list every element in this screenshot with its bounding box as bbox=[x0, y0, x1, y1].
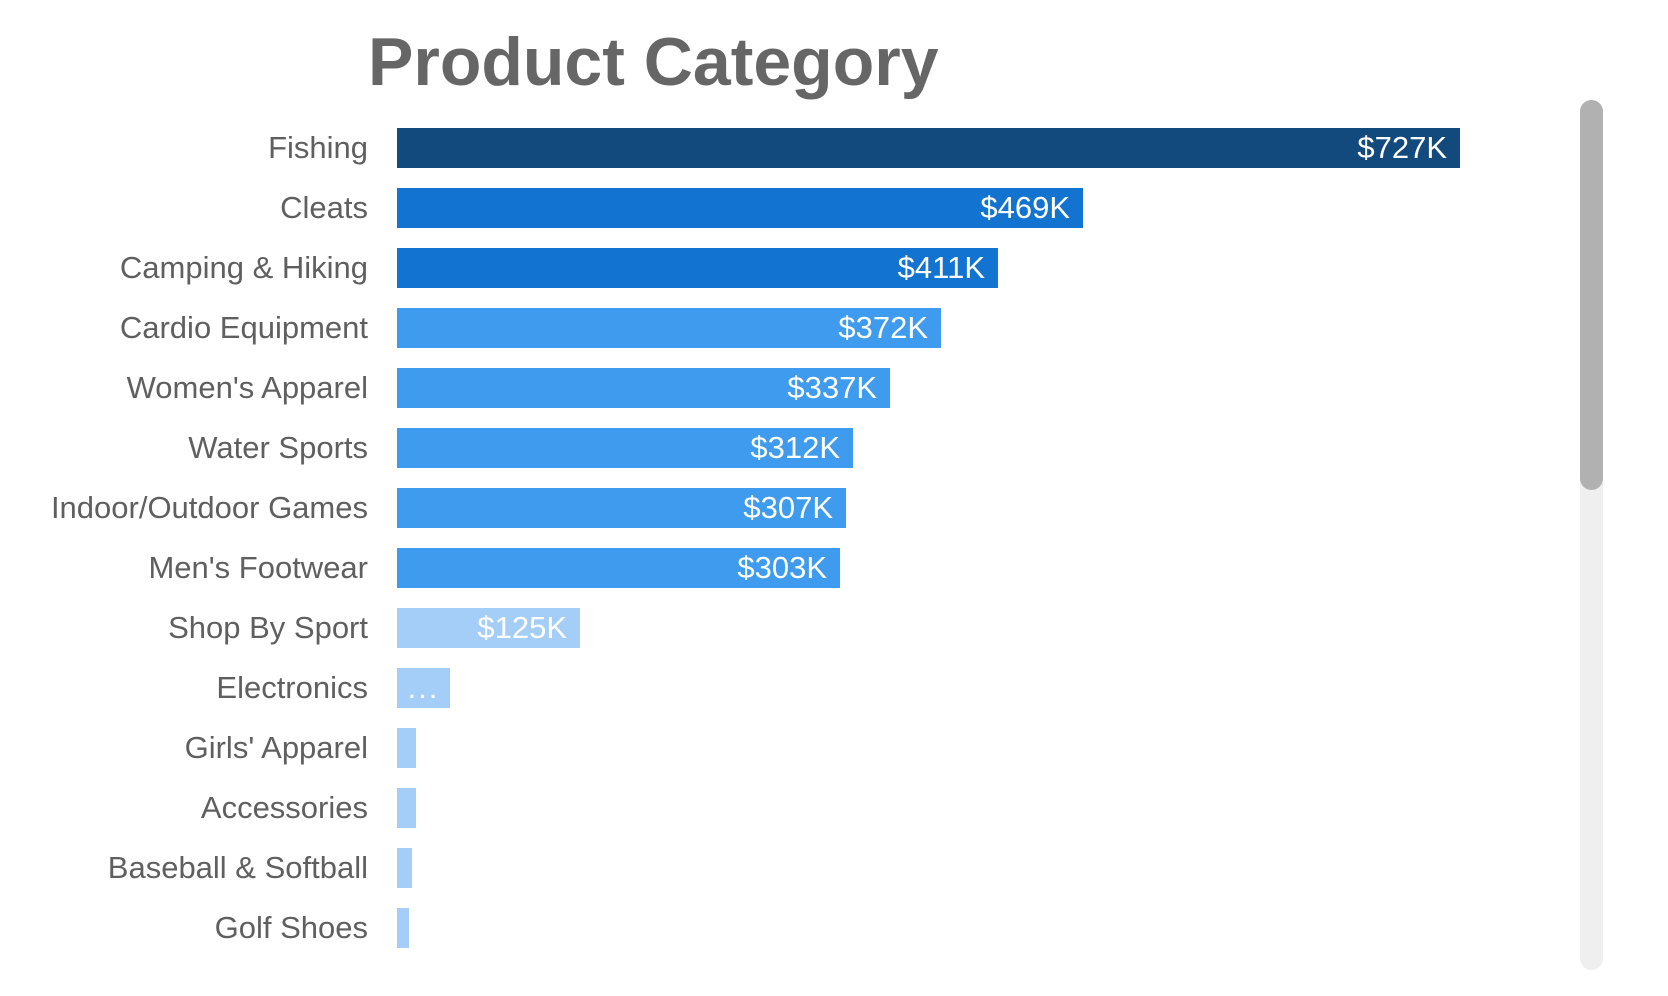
bar-value-label: $411K bbox=[897, 250, 985, 285]
bar-row-fishing: Fishing $727K bbox=[0, 118, 1540, 178]
bar-value-label: $469K bbox=[980, 190, 1070, 225]
bar-chart: Fishing $727K Cleats $469K Camping & Hiking $… bbox=[0, 118, 1540, 958]
bar-row-men-s-footwear: Men's Footwear $303K bbox=[0, 538, 1540, 598]
bar-row-camping-hiking: Camping & Hiking $411K bbox=[0, 238, 1540, 298]
bar-value-label: $337K bbox=[787, 370, 877, 405]
chart-title: Product Category bbox=[368, 24, 939, 100]
bar-indoor-outdoor-games[interactable]: $307K bbox=[397, 488, 846, 528]
category-label-girls-apparel: Girls' Apparel bbox=[184, 730, 368, 765]
category-label-fishing: Fishing bbox=[268, 130, 368, 165]
bar-value-label: $303K bbox=[737, 550, 827, 585]
bar-golf-shoes[interactable] bbox=[397, 908, 409, 948]
category-label-shop-by-sport: Shop By Sport bbox=[168, 610, 368, 645]
bar-row-women-s-apparel: Women's Apparel $337K bbox=[0, 358, 1540, 418]
bar-value-label: $727K bbox=[1357, 130, 1447, 165]
bar-value-label: $312K bbox=[750, 430, 840, 465]
bar-row-electronics: Electronics... bbox=[0, 658, 1540, 718]
bar-water-sports[interactable]: $312K bbox=[397, 428, 853, 468]
category-label-indoor-outdoor-games: Indoor/Outdoor Games bbox=[50, 490, 368, 525]
bar-row-girls-apparel: Girls' Apparel bbox=[0, 718, 1540, 778]
bar-shop-by-sport[interactable]: $125K bbox=[397, 608, 580, 648]
bar-value-label: ... bbox=[407, 670, 440, 705]
category-label-water-sports: Water Sports bbox=[188, 430, 368, 465]
bar-value-label: $307K bbox=[743, 490, 833, 525]
bar-row-cardio-equipment: Cardio Equipment $372K bbox=[0, 298, 1540, 358]
bar-baseball-softball[interactable] bbox=[397, 848, 412, 888]
scrollbar-thumb[interactable] bbox=[1580, 100, 1603, 490]
bar-row-cleats: Cleats $469K bbox=[0, 178, 1540, 238]
bar-women-s-apparel[interactable]: $337K bbox=[397, 368, 890, 408]
bar-row-baseball-softball: Baseball & Softball bbox=[0, 838, 1540, 898]
category-label-cleats: Cleats bbox=[280, 190, 368, 225]
bar-cleats[interactable]: $469K bbox=[397, 188, 1083, 228]
bar-row-indoor-outdoor-games: Indoor/Outdoor Games $307K bbox=[0, 478, 1540, 538]
bar-row-shop-by-sport: Shop By Sport $125K bbox=[0, 598, 1540, 658]
bar-row-golf-shoes: Golf Shoes bbox=[0, 898, 1540, 958]
bar-cardio-equipment[interactable]: $372K bbox=[397, 308, 941, 348]
bar-row-water-sports: Water Sports $312K bbox=[0, 418, 1540, 478]
category-label-men-s-footwear: Men's Footwear bbox=[148, 550, 368, 585]
category-label-golf-shoes: Golf Shoes bbox=[214, 910, 368, 945]
category-label-cardio-equipment: Cardio Equipment bbox=[119, 310, 368, 345]
category-label-women-s-apparel: Women's Apparel bbox=[126, 370, 368, 405]
category-label-baseball-softball: Baseball & Softball bbox=[107, 850, 368, 885]
category-label-camping-hiking: Camping & Hiking bbox=[119, 250, 368, 285]
bar-camping-hiking[interactable]: $411K bbox=[397, 248, 998, 288]
bar-fishing[interactable]: $727K bbox=[397, 128, 1460, 168]
bar-girls-apparel[interactable] bbox=[397, 728, 416, 768]
category-label-electronics: Electronics bbox=[216, 670, 368, 705]
category-label-accessories: Accessories bbox=[200, 790, 368, 825]
bar-electronics[interactable]: ... bbox=[397, 668, 450, 708]
bar-men-s-footwear[interactable]: $303K bbox=[397, 548, 840, 588]
bar-accessories[interactable] bbox=[397, 788, 416, 828]
bar-row-accessories: Accessories bbox=[0, 778, 1540, 838]
bar-value-label: $372K bbox=[838, 310, 928, 345]
bar-value-label: $125K bbox=[477, 610, 567, 645]
